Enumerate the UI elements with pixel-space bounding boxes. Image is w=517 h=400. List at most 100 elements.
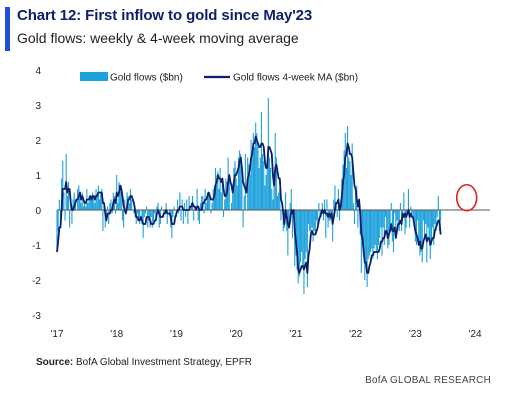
flow-bar: [287, 210, 289, 256]
flow-bar: [374, 210, 376, 245]
flow-bar: [399, 203, 401, 210]
flow-bar: [345, 168, 347, 210]
y-tick-label: -1: [32, 241, 41, 252]
flow-bar: [299, 210, 302, 263]
flow-bar: [160, 206, 163, 210]
flow-bar: [316, 210, 318, 221]
flow-bar: [382, 210, 384, 228]
flow-bar: [276, 196, 279, 210]
flow-bar: [417, 210, 419, 221]
flow-bar: [64, 210, 66, 221]
flow-bar: [386, 210, 388, 235]
flow-bar: [379, 210, 381, 238]
flow-bar: [58, 199, 60, 210]
flow-bar: [87, 203, 89, 210]
flow-bar: [139, 210, 141, 224]
flow-bar: [111, 210, 113, 214]
flow-bar: [262, 154, 264, 210]
flow-bar: [427, 210, 429, 228]
x-tick-label: '21: [289, 329, 302, 340]
source-note: Source: BofA Global Investment Strategy,…: [36, 357, 252, 368]
flow-bar: [255, 122, 257, 210]
flow-bar: [254, 147, 256, 210]
flow-bar: [325, 210, 327, 238]
flow-bar: [224, 199, 226, 210]
flow-bar: [231, 203, 233, 210]
flow-bar: [347, 126, 349, 210]
flow-bar: [381, 210, 383, 256]
flow-bar: [367, 210, 369, 259]
flow-bar: [72, 199, 74, 210]
flow-bar: [309, 210, 311, 231]
y-axis-ticks: -3 -2 -1 0 1 2 3 4: [32, 66, 41, 322]
flow-bar: [407, 189, 409, 210]
flow-bar: [193, 210, 195, 221]
flow-bar: [375, 210, 377, 252]
gold-flows-chart: -3 -2 -1 0 1 2 3 4 '17 '18 '19 '20 '21 '22 '23 '24 Gol…: [32, 66, 490, 340]
flow-bar: [186, 199, 188, 210]
flow-bar: [136, 210, 138, 214]
flow-bar: [412, 210, 414, 221]
flow-bar: [228, 175, 230, 210]
flow-bar: [239, 150, 241, 210]
flow-bar: [216, 185, 218, 210]
flow-bar: [124, 199, 126, 210]
flow-bar: [218, 189, 220, 210]
flow-bar: [298, 210, 300, 277]
flow-bar: [178, 210, 180, 214]
flow-bar: [96, 196, 98, 210]
flow-bar: [425, 210, 427, 224]
flow-bar: [350, 175, 352, 210]
flow-bar: [311, 210, 313, 228]
flow-bar: [360, 210, 362, 273]
flow-bar: [304, 210, 306, 259]
flow-bar: [220, 192, 222, 210]
flow-bar: [437, 196, 439, 210]
flow-bar: [302, 210, 304, 266]
flow-bar: [205, 203, 207, 210]
flow-bar: [248, 164, 250, 210]
source-label: Source:: [36, 357, 74, 368]
flow-bar: [183, 203, 186, 210]
flow-bar: [429, 210, 431, 259]
flow-bar: [326, 199, 328, 210]
flow-bar: [390, 203, 392, 210]
flow-bar: [173, 206, 175, 210]
flow-bar: [236, 185, 238, 210]
flow-bar: [90, 199, 93, 210]
flow-bar: [81, 192, 83, 210]
y-tick-label: 4: [35, 66, 41, 77]
flow-bar: [353, 210, 356, 224]
flow-bar: [409, 210, 411, 228]
flow-bar: [348, 157, 350, 210]
flow-bar: [237, 157, 240, 210]
flow-bar: [266, 168, 268, 210]
flow-bar: [297, 210, 299, 284]
source-text: BofA Global Investment Strategy, EPFR: [76, 357, 253, 368]
flow-bar: [383, 210, 385, 245]
flow-bar: [435, 210, 437, 231]
flow-bar: [285, 192, 287, 210]
flow-bar: [109, 203, 111, 210]
flow-bar: [217, 171, 219, 210]
flow-bar: [333, 199, 335, 210]
flow-bar: [201, 196, 203, 210]
flow-bar: [307, 210, 310, 224]
flow-bar: [117, 203, 119, 210]
flow-bar: [166, 210, 168, 224]
flow-bar: [422, 210, 424, 221]
flow-bar: [372, 210, 374, 259]
flow-bar: [172, 210, 174, 217]
flow-bar: [210, 210, 212, 214]
flow-bar: [305, 210, 307, 252]
flow-bar: [296, 210, 298, 270]
flow-bar: [332, 210, 334, 242]
flow-bar: [363, 210, 365, 256]
flow-bar: [177, 199, 179, 210]
flow-bar: [366, 210, 368, 287]
flow-bar: [71, 210, 73, 224]
flow-bar: [232, 189, 234, 210]
flow-bar: [314, 210, 316, 235]
flow-bar: [187, 210, 189, 224]
flow-bar: [440, 210, 442, 221]
